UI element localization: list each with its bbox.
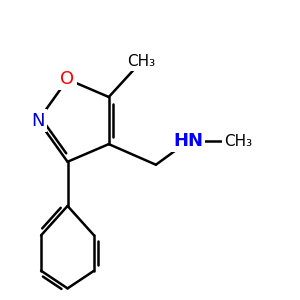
Text: O: O (61, 70, 75, 88)
Text: CH₃: CH₃ (224, 134, 252, 149)
Text: HN: HN (173, 132, 203, 150)
Text: N: N (32, 112, 45, 130)
Text: CH₃: CH₃ (127, 54, 155, 69)
